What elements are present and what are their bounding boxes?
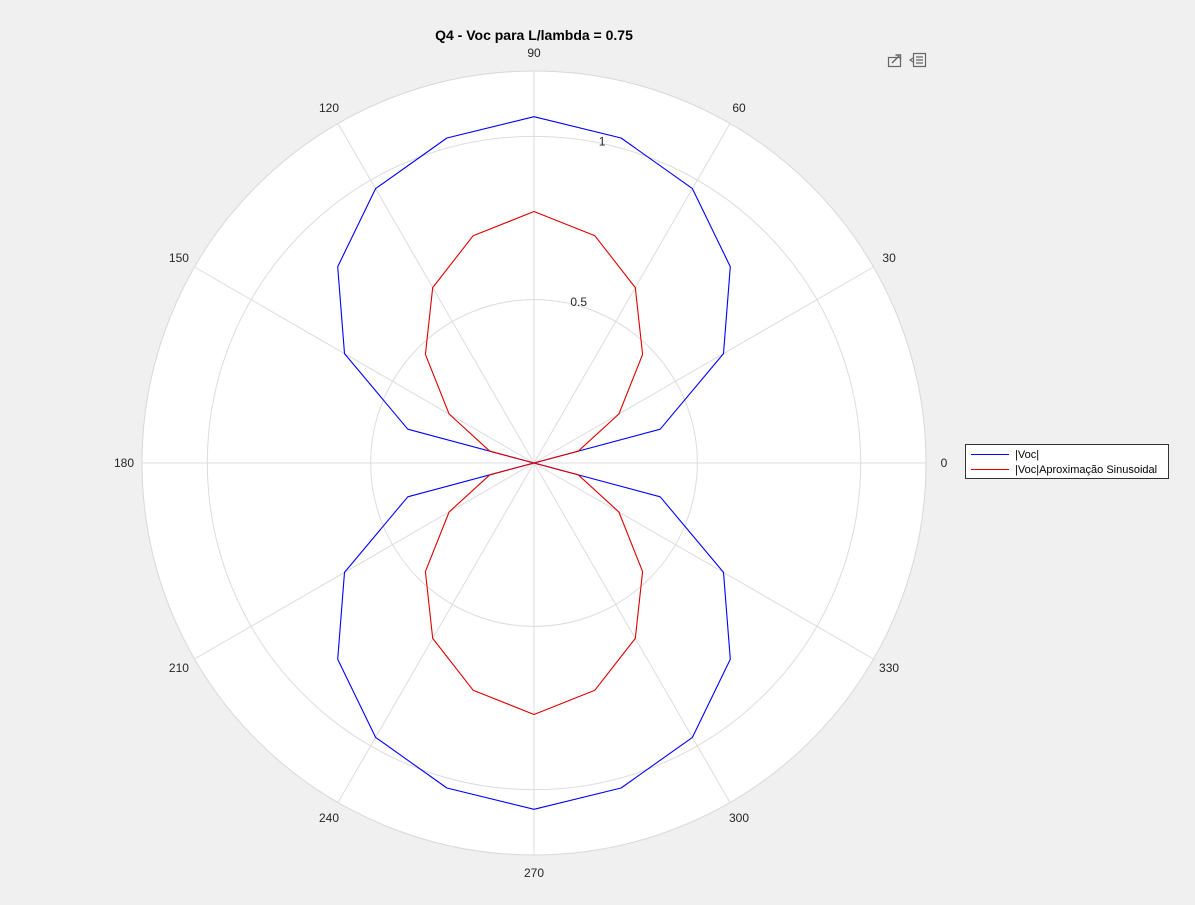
theta-tick-label: 300 <box>729 811 749 825</box>
theta-tick-label: 210 <box>169 661 189 675</box>
data-series <box>337 116 731 810</box>
theta-tick-label: 150 <box>169 251 189 265</box>
legend-swatch <box>971 469 1009 470</box>
theta-tick-label: 0 <box>941 456 948 470</box>
theta-tick-label: 120 <box>319 101 339 115</box>
theta-grid-line <box>533 266 874 464</box>
legend-entry-1[interactable]: |Voc| <box>966 447 1168 462</box>
polar-grid <box>142 71 926 855</box>
legend-label: |Voc| <box>1015 448 1040 461</box>
theta-grid-line <box>194 462 535 660</box>
theta-tick-label: 90 <box>527 46 541 60</box>
theta-tick-label: 180 <box>114 456 134 470</box>
theta-grid-line <box>533 123 731 464</box>
theta-grid-line <box>533 462 731 803</box>
legend-label: |Voc|Aproximação Sinusoidal <box>1015 463 1158 476</box>
theta-tick-label: 240 <box>319 811 339 825</box>
legend-entry-2[interactable]: |Voc|Aproximação Sinusoidal <box>966 462 1168 477</box>
tick-labels: 0 30 60 90 120 150 180 210 240 270 300 330 0.5 1 <box>114 46 948 880</box>
series-line-2 <box>424 210 644 716</box>
theta-tick-label: 330 <box>879 661 899 675</box>
chart-title: Q4 - Voc para L/lambda = 0.75 <box>435 27 633 43</box>
theta-grid-line <box>194 266 535 464</box>
r-tick-label: 0.5 <box>570 295 587 309</box>
theta-grid-line <box>337 123 535 464</box>
legend-swatch <box>971 454 1009 455</box>
theta-tick-label: 270 <box>524 866 544 880</box>
theta-tick-label: 30 <box>882 251 896 265</box>
r-tick-label: 1 <box>599 134 606 148</box>
export-icon[interactable] <box>886 50 906 70</box>
theta-grid-line <box>337 462 535 803</box>
theta-tick-label: 60 <box>732 101 746 115</box>
legend-toggle-icon[interactable] <box>908 50 928 70</box>
theta-grid-line <box>533 462 874 660</box>
legend[interactable]: |Voc| |Voc|Aproximação Sinusoidal <box>965 444 1169 479</box>
axes-toolbar <box>886 50 928 70</box>
